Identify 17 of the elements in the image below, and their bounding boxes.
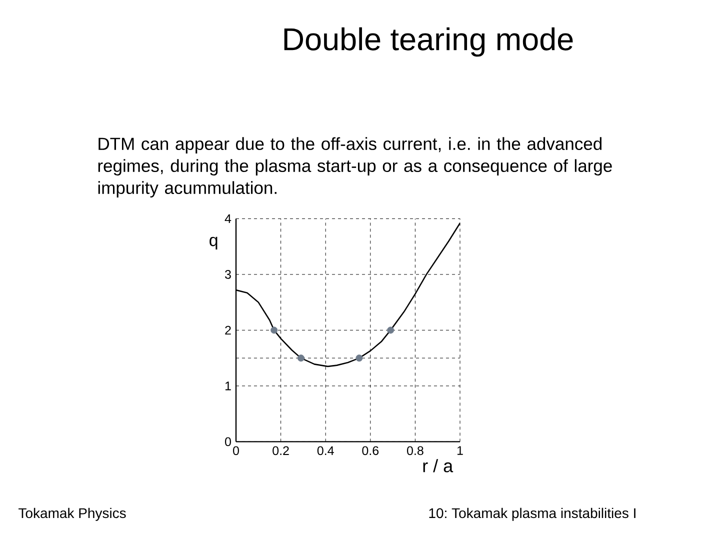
x-tick-label: 0.2 — [272, 446, 289, 456]
y-tick-label: 4 — [224, 214, 232, 223]
y-tick-label: 2 — [225, 326, 231, 335]
x-tick-label: 0.8 — [407, 446, 424, 456]
text: Tokamak Physics — [18, 508, 126, 521]
x-axis-title: r / a — [423, 459, 454, 472]
x-tick-label: 0.6 — [362, 446, 379, 456]
chart-subtitle: DTM can appear due to the off-axis current, i.e. in the advanced regimes, during the plasma start-up or as a consequence of large impurity acummulation. — [98, 137, 612, 198]
y-tick-label: 0 — [225, 437, 231, 446]
text: 10: Tokamak plasma instabilities I — [429, 508, 636, 521]
y-axis-title: q — [210, 236, 218, 250]
x-tick-label: 0 — [233, 446, 239, 456]
x-tick-label: 0.4 — [317, 446, 334, 456]
chart-title: Double tearing mode — [284, 27, 573, 57]
y-tick-label: 1 — [225, 382, 231, 390]
x-tick-label: 1 — [457, 446, 463, 455]
y-tick-label: 3 — [224, 270, 231, 279]
